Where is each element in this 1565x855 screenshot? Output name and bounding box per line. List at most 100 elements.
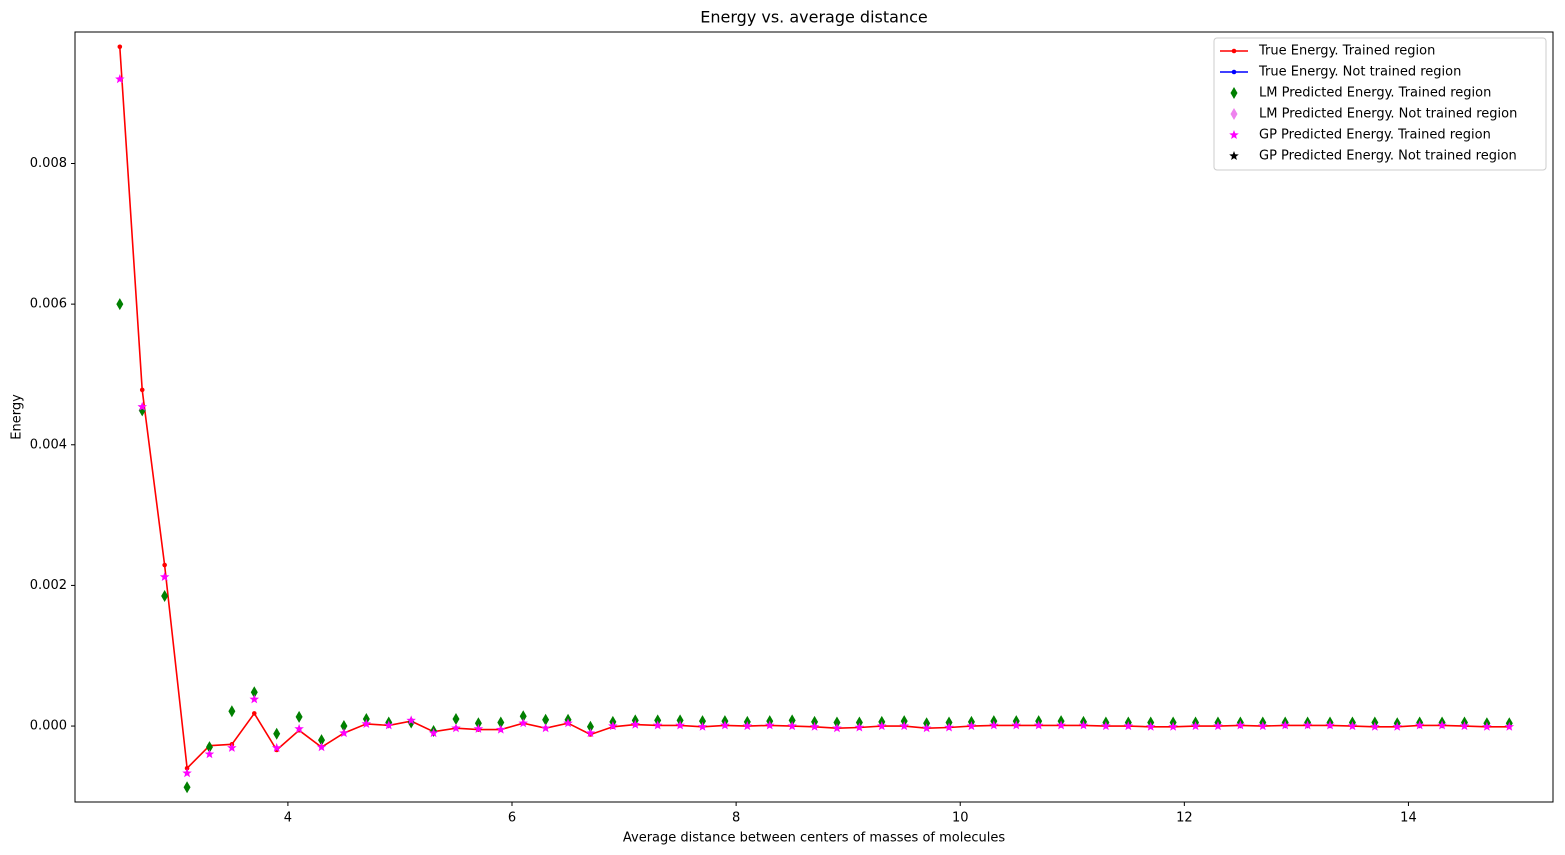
star-point <box>1168 721 1178 731</box>
diamond-point <box>654 714 662 727</box>
star-point <box>652 720 663 730</box>
star-point <box>294 723 304 733</box>
star-point <box>182 768 192 778</box>
diamond-point <box>228 705 236 718</box>
y-tick-label: 0.008 <box>30 156 67 171</box>
star-point <box>1258 721 1268 731</box>
diamond-point <box>945 716 953 729</box>
star-point <box>1437 720 1447 730</box>
diamond-point <box>474 717 482 730</box>
legend-swatch <box>1229 130 1239 139</box>
star-point <box>944 722 954 732</box>
star-point <box>1280 720 1290 730</box>
diamond-point <box>497 716 505 729</box>
chart-title: Energy vs. average distance <box>700 8 927 27</box>
star-point <box>630 719 640 729</box>
legend-swatch-dot <box>1231 69 1237 75</box>
legend-swatch <box>1230 108 1238 120</box>
x-axis-label: Average distance between centers of mass… <box>623 831 1005 846</box>
star-point <box>832 723 842 733</box>
x-tick-label: 4 <box>284 811 292 826</box>
legend-label: True Energy. Trained region <box>1258 44 1435 59</box>
star-point <box>1482 721 1492 731</box>
star-point <box>1504 721 1515 731</box>
star-point <box>1459 721 1470 731</box>
star-point <box>1123 721 1134 731</box>
star-point <box>1370 721 1380 731</box>
star-point <box>451 723 461 733</box>
star-point <box>115 74 125 84</box>
star-point <box>1325 720 1335 730</box>
diamond-point <box>340 720 348 733</box>
y-tick-label: 0.000 <box>30 719 67 734</box>
x-tick-label: 8 <box>732 811 740 826</box>
star-point <box>720 720 730 730</box>
star-point <box>428 728 439 738</box>
star-point <box>1033 720 1044 730</box>
star-point <box>585 728 596 738</box>
line-point <box>184 765 190 771</box>
star-point <box>271 742 282 752</box>
star-point <box>608 721 618 731</box>
star-point <box>1146 721 1156 731</box>
diamond-point <box>452 713 460 726</box>
star-point <box>361 718 372 728</box>
star-point <box>316 742 327 752</box>
star-point <box>406 715 416 725</box>
star-point <box>1302 720 1313 730</box>
star-point <box>1392 721 1402 731</box>
star-point <box>563 718 573 728</box>
line-point <box>117 44 123 50</box>
legend-label: LM Predicted Energy. Not trained region <box>1259 107 1517 122</box>
diamond-point <box>183 781 191 794</box>
star-point <box>966 721 977 731</box>
star-point <box>1056 720 1066 730</box>
star-point <box>765 720 775 730</box>
star-point <box>473 723 484 733</box>
y-tick-label: 0.004 <box>30 437 67 452</box>
x-tick-label: 6 <box>508 811 516 826</box>
line-point <box>162 562 167 568</box>
diamond-point <box>542 713 550 726</box>
diamond-point <box>250 686 258 699</box>
star-point <box>1414 720 1425 730</box>
y-axis-label: Energy <box>10 394 25 440</box>
star-point <box>742 721 753 731</box>
plot-area <box>115 44 1515 794</box>
star-point <box>1347 721 1358 731</box>
plot-frame <box>74 31 1554 803</box>
diamond-point <box>855 716 863 729</box>
line-point <box>251 711 257 716</box>
legend-label: GP Predicted Energy. Not trained region <box>1259 149 1517 164</box>
star-point <box>1190 721 1201 731</box>
legend-box <box>1213 37 1547 171</box>
x-tick-label: 12 <box>1176 811 1193 826</box>
y-tick-label: 0.006 <box>30 297 67 312</box>
star-point <box>854 722 865 732</box>
legend-label: LM Predicted Energy. Trained region <box>1259 86 1491 101</box>
star-point <box>159 572 170 581</box>
star-point <box>137 401 147 411</box>
star-point <box>675 720 685 730</box>
legend-swatch <box>1229 151 1239 160</box>
star-point <box>249 694 259 704</box>
star-point <box>496 724 506 734</box>
diamond-point <box>116 298 124 311</box>
star-point <box>540 723 551 733</box>
star-point <box>921 723 932 733</box>
legend-swatch-dot <box>1231 48 1237 54</box>
x-tick-label: 10 <box>952 811 969 826</box>
star-point <box>877 721 887 731</box>
star-point <box>1213 721 1223 731</box>
star-point <box>1235 720 1246 730</box>
star-point <box>227 742 237 752</box>
line-point <box>139 387 145 393</box>
legend-label: True Energy. Not trained region <box>1258 65 1461 80</box>
diamond-point <box>833 716 841 729</box>
star-point <box>899 721 909 731</box>
diamond-point <box>273 727 281 740</box>
diamond-point <box>205 741 213 754</box>
x-tick-label: 14 <box>1400 811 1417 826</box>
